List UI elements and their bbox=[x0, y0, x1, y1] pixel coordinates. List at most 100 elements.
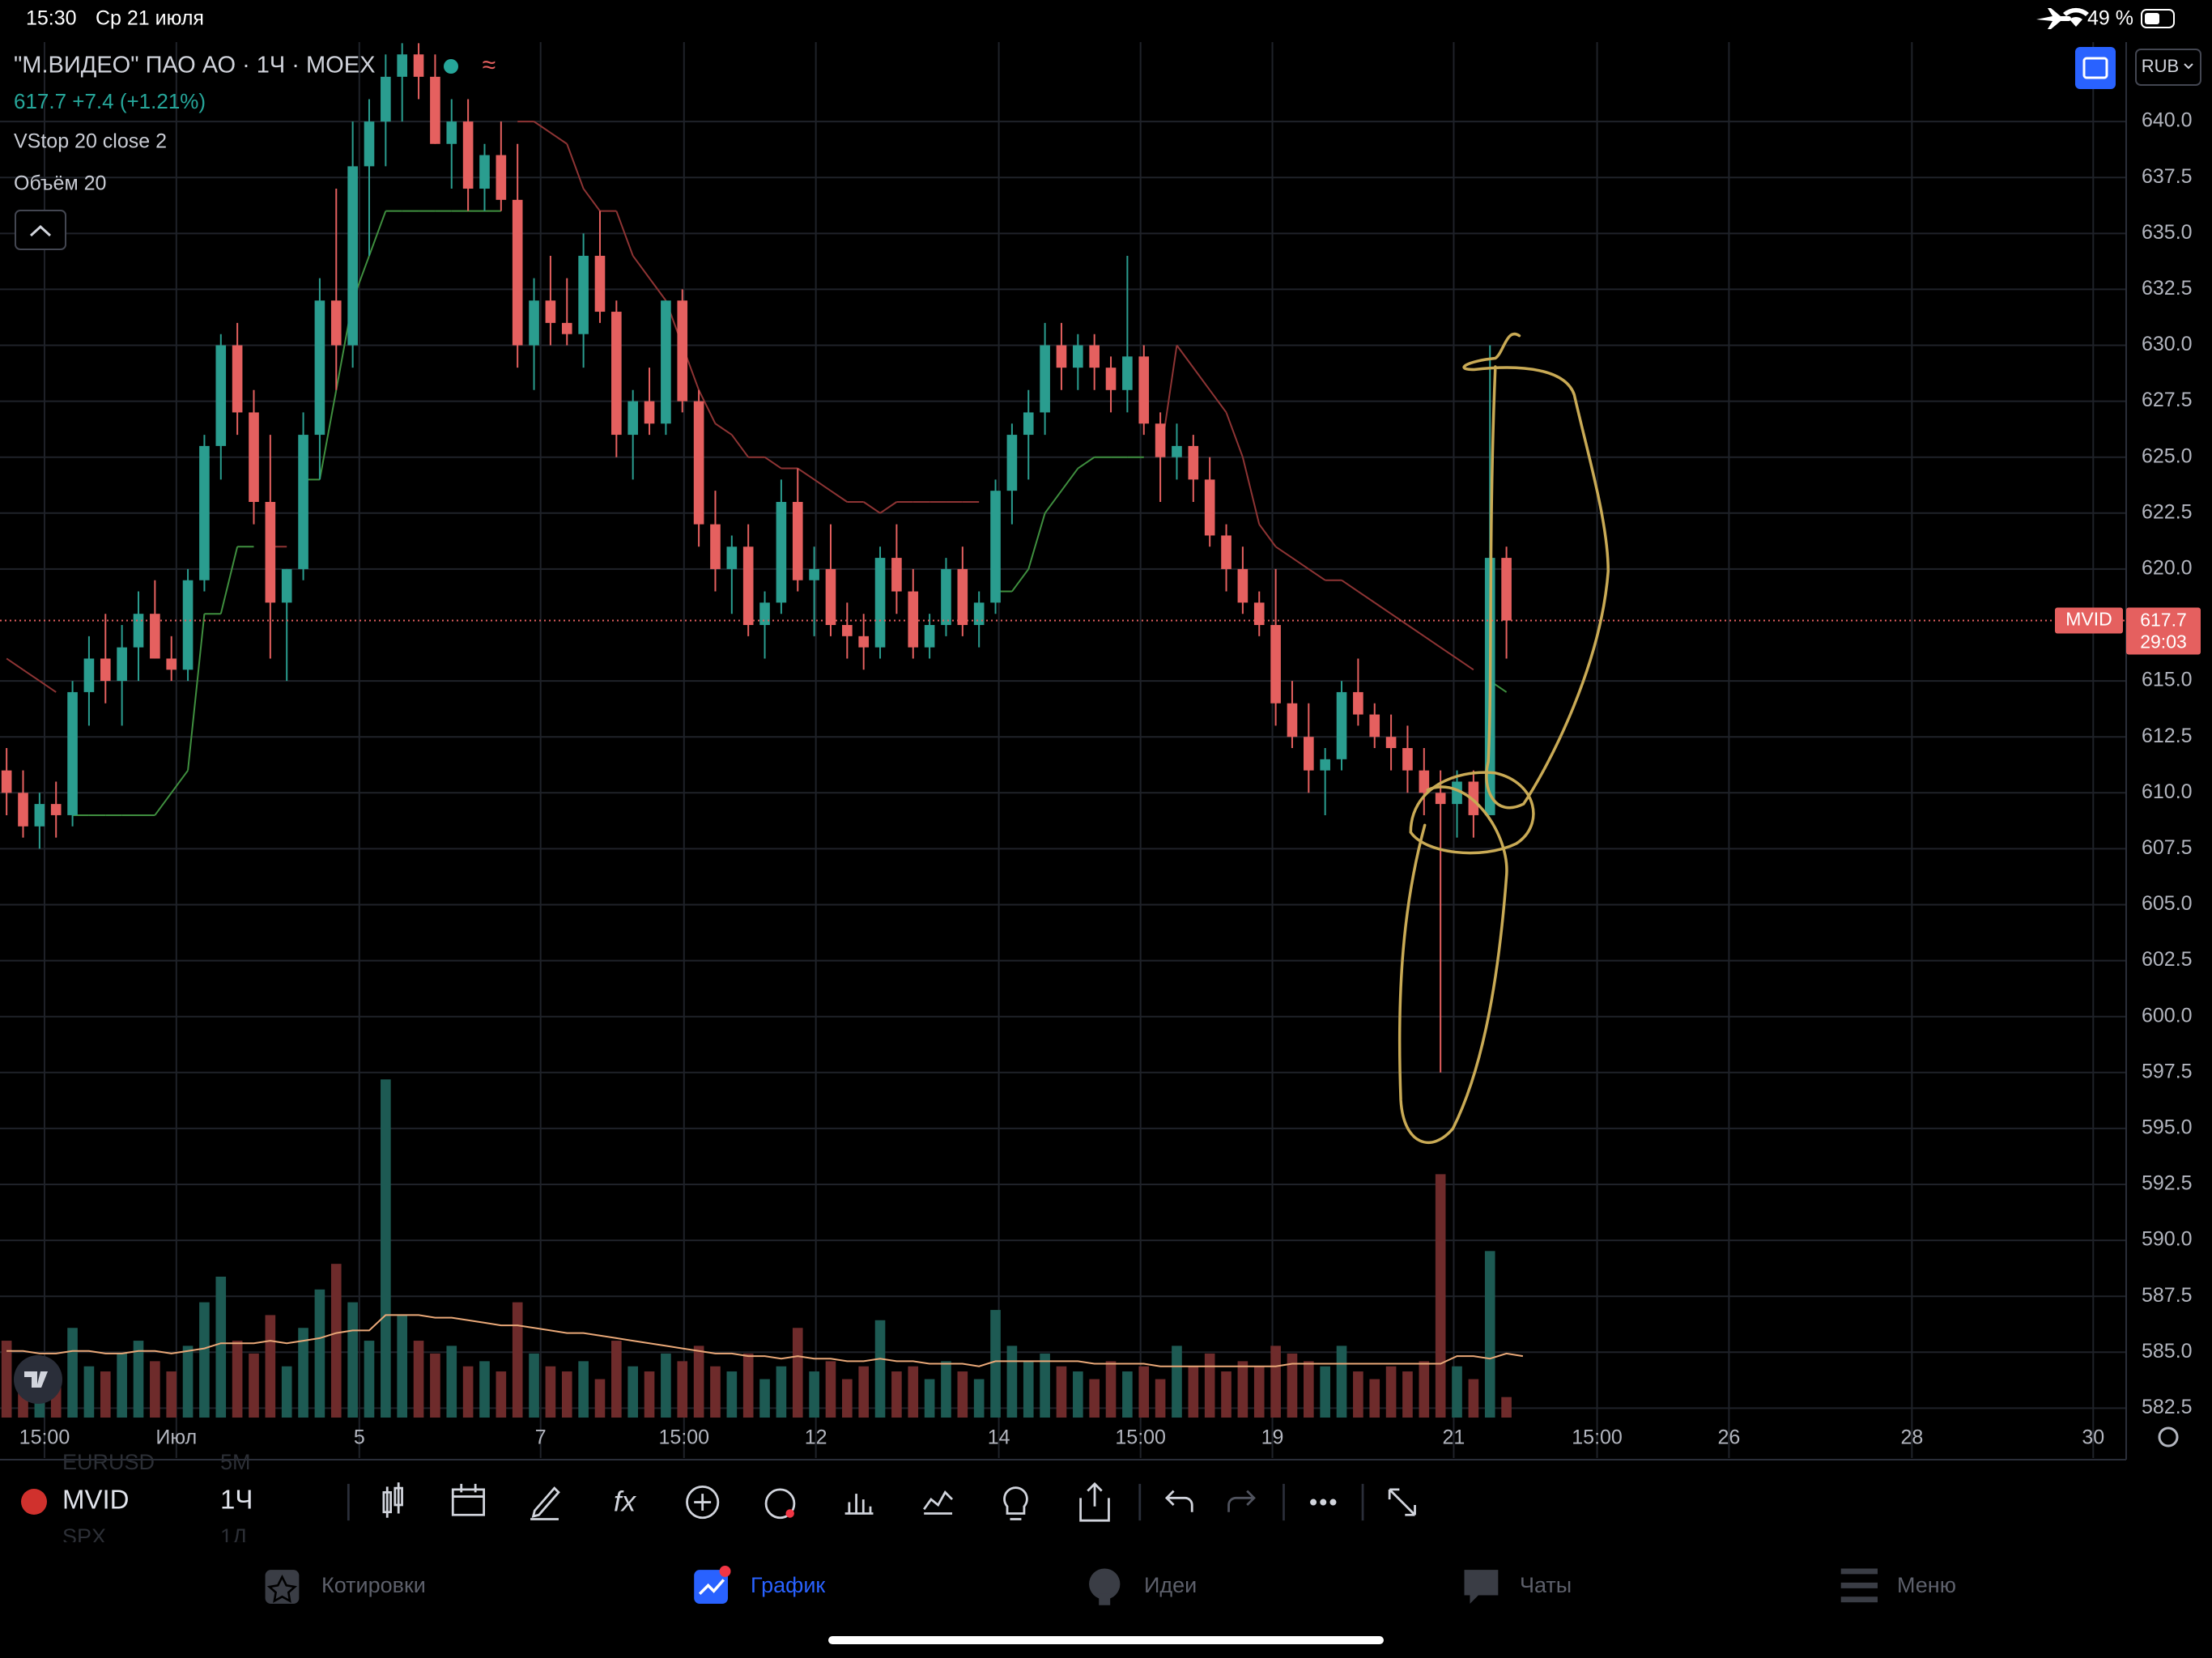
candle-body bbox=[265, 501, 276, 603]
toolbar-symbol[interactable]: MVID bbox=[62, 1485, 130, 1515]
volume-bar bbox=[1336, 1346, 1347, 1418]
vstop-segment bbox=[1225, 412, 1244, 458]
status-bar bbox=[0, 0, 2212, 39]
tool-replay[interactable] bbox=[451, 1483, 486, 1516]
candle-body bbox=[1204, 479, 1215, 536]
y-tick-label: 637.5 bbox=[2142, 165, 2193, 188]
tool-fullscreen[interactable] bbox=[1388, 1488, 1416, 1516]
vstop-segment bbox=[566, 143, 585, 189]
price-tag-value: 617.7 bbox=[2140, 610, 2187, 631]
candle-body bbox=[1006, 435, 1018, 491]
y-tick-label: 612.5 bbox=[2142, 725, 2193, 747]
candle-body bbox=[759, 602, 770, 626]
fullscreen-button[interactable] bbox=[2075, 47, 2116, 89]
tool-alert[interactable] bbox=[764, 1488, 796, 1520]
x-tick-label: 14 bbox=[988, 1426, 1010, 1449]
volume-bar bbox=[1253, 1366, 1265, 1418]
tool-ideas[interactable] bbox=[1003, 1486, 1028, 1520]
tool-chart-type[interactable] bbox=[844, 1494, 874, 1515]
candle-body bbox=[1419, 770, 1430, 793]
candle-body bbox=[973, 602, 985, 626]
candle-body bbox=[314, 300, 325, 436]
volume-bar bbox=[1419, 1361, 1430, 1418]
vstop-segment bbox=[797, 467, 815, 481]
symbol-title[interactable]: "М.ВИДЕО" ПАО АО · 1Ч · MOEX bbox=[14, 53, 375, 79]
tool-add[interactable] bbox=[686, 1485, 720, 1520]
tab-label[interactable]: Меню bbox=[1897, 1573, 1956, 1597]
vstop-segment bbox=[1374, 602, 1392, 615]
tool-redo[interactable] bbox=[1227, 1490, 1256, 1512]
vstop-segment bbox=[649, 278, 667, 301]
indicator-icon: ≈ bbox=[483, 52, 496, 79]
candle-body bbox=[381, 76, 391, 122]
home-indicator bbox=[828, 1636, 1384, 1644]
candle-body bbox=[150, 614, 160, 659]
tool-draw[interactable] bbox=[530, 1486, 560, 1520]
candle-body bbox=[1253, 602, 1265, 626]
candle-body bbox=[1304, 737, 1314, 771]
volume-bar bbox=[759, 1379, 770, 1418]
candle-body bbox=[710, 524, 721, 569]
collapse-icon bbox=[29, 224, 52, 237]
indicator-legend[interactable]: Объём 20 bbox=[14, 172, 106, 195]
candle-body bbox=[232, 345, 243, 413]
candle-body bbox=[529, 300, 539, 346]
tool-share[interactable] bbox=[1079, 1482, 1110, 1522]
settings-icon[interactable] bbox=[2158, 1426, 2179, 1448]
y-tick-label: 592.5 bbox=[2142, 1172, 2193, 1195]
tab-label[interactable]: Идеи bbox=[1144, 1573, 1197, 1597]
candle-body bbox=[496, 155, 507, 200]
tool-undo[interactable] bbox=[1164, 1490, 1193, 1512]
tab-label[interactable]: Котировки bbox=[321, 1573, 426, 1597]
candle-body bbox=[1221, 535, 1231, 569]
price-tag bbox=[2126, 607, 2201, 655]
symbol-tag-label: MVID bbox=[2065, 609, 2112, 630]
toolbar-icons: fx bbox=[347, 1482, 1416, 1522]
candle-body bbox=[1105, 368, 1117, 390]
vstop-segment bbox=[582, 188, 601, 212]
volume-bar bbox=[661, 1353, 671, 1418]
volume-bar bbox=[1369, 1379, 1380, 1418]
candle-body bbox=[133, 614, 144, 648]
symbol-tag bbox=[2055, 607, 2123, 634]
volume-bar bbox=[330, 1264, 342, 1418]
candle-body bbox=[512, 199, 523, 346]
tab-label[interactable]: График bbox=[751, 1573, 825, 1597]
tool-candles[interactable] bbox=[382, 1482, 403, 1518]
volume-bar bbox=[1484, 1251, 1495, 1418]
candle-body bbox=[874, 558, 886, 648]
indicator-legend[interactable]: VStop 20 close 2 bbox=[14, 130, 167, 153]
toolbar-interval[interactable]: 1Ч bbox=[220, 1485, 253, 1515]
x-tick-label: 26 bbox=[1718, 1426, 1741, 1449]
candle-body bbox=[742, 546, 754, 626]
y-tick-label: 610.0 bbox=[2142, 780, 2193, 803]
vstop-segment bbox=[219, 546, 239, 614]
currency-button[interactable] bbox=[2135, 49, 2201, 86]
candle-body bbox=[18, 793, 28, 827]
volume-bar bbox=[265, 1315, 276, 1418]
candle-body bbox=[677, 300, 688, 402]
candle-body bbox=[100, 658, 111, 682]
volume-bar bbox=[1089, 1379, 1100, 1418]
x-tick-label: 15:00 bbox=[1572, 1426, 1623, 1449]
volume-bar bbox=[1023, 1361, 1034, 1418]
vstop-segment bbox=[863, 501, 881, 514]
y-tick-label: 620.0 bbox=[2142, 557, 2193, 580]
volume-bar bbox=[182, 1346, 194, 1418]
candle-body bbox=[1073, 345, 1083, 368]
collapse-button[interactable] bbox=[15, 210, 66, 250]
tool-compare[interactable] bbox=[923, 1490, 954, 1515]
y-tick-label: 585.0 bbox=[2142, 1340, 2193, 1363]
y-tick-label: 602.5 bbox=[2142, 948, 2193, 971]
candle-body bbox=[1155, 423, 1166, 457]
candle-body bbox=[1188, 445, 1199, 480]
tab-label[interactable]: Чаты bbox=[1520, 1573, 1572, 1597]
toolbar bbox=[0, 1461, 2212, 1542]
tool-indicators[interactable]: fx bbox=[614, 1486, 637, 1517]
price-line: 617.7 +7.4 (+1.21%) bbox=[14, 89, 206, 113]
volume-bar bbox=[1221, 1371, 1231, 1418]
x-tick-label: 5 bbox=[354, 1426, 365, 1449]
candle-body bbox=[924, 625, 935, 648]
